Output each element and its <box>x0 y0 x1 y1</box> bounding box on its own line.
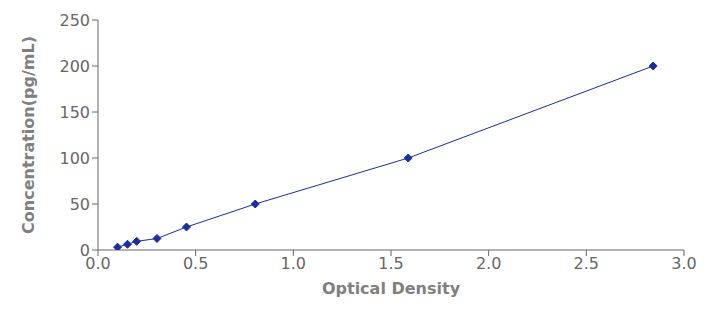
svg-text:Concentration(pg/mL): Concentration(pg/mL) <box>19 36 38 234</box>
svg-text:50: 50 <box>70 195 90 214</box>
svg-text:250: 250 <box>59 11 90 30</box>
svg-text:3.0: 3.0 <box>671 254 696 273</box>
svg-text:2.0: 2.0 <box>476 254 501 273</box>
svg-text:Optical Density: Optical Density <box>322 279 461 298</box>
svg-text:150: 150 <box>59 103 90 122</box>
svg-text:2.5: 2.5 <box>574 254 599 273</box>
svg-text:0: 0 <box>80 241 90 260</box>
svg-text:0.5: 0.5 <box>183 254 208 273</box>
svg-text:1.0: 1.0 <box>281 254 306 273</box>
svg-text:0.0: 0.0 <box>85 254 111 274</box>
svg-text:100: 100 <box>59 149 90 168</box>
svg-text:1.5: 1.5 <box>378 254 403 273</box>
svg-text:200: 200 <box>59 57 90 76</box>
